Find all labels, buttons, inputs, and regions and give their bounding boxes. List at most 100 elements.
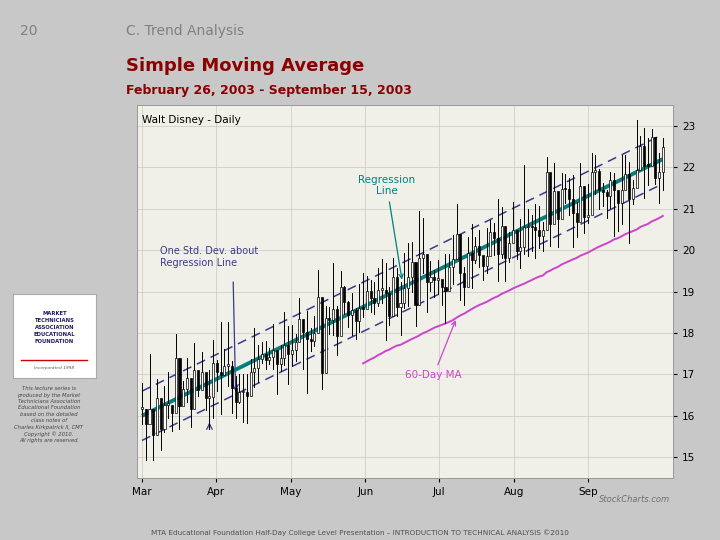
Text: 60-Day MA: 60-Day MA — [405, 321, 462, 380]
Bar — [354, 310, 356, 321]
Bar — [167, 403, 169, 404]
Bar — [631, 188, 634, 199]
Bar — [516, 230, 518, 251]
Bar — [426, 254, 428, 282]
Bar — [343, 287, 346, 301]
Bar — [583, 186, 585, 217]
Bar — [557, 191, 559, 219]
Bar — [602, 190, 604, 192]
Bar — [546, 172, 548, 229]
Bar — [340, 287, 341, 336]
Bar — [433, 276, 436, 280]
Bar — [429, 276, 431, 282]
Bar — [564, 187, 567, 190]
Bar — [392, 277, 394, 316]
Bar — [471, 253, 473, 260]
Bar — [523, 227, 525, 247]
Bar — [497, 238, 499, 254]
Bar — [336, 309, 338, 336]
Bar — [568, 190, 570, 199]
Bar — [160, 397, 162, 429]
Bar — [474, 246, 477, 260]
Bar — [216, 363, 218, 372]
Bar — [403, 288, 405, 303]
Bar — [531, 226, 533, 227]
Bar — [486, 256, 487, 266]
Bar — [294, 342, 297, 350]
Bar — [463, 273, 465, 287]
Bar — [512, 230, 514, 242]
Bar — [291, 350, 293, 354]
Bar — [261, 354, 263, 359]
Bar — [302, 319, 304, 332]
Bar — [317, 296, 319, 333]
Bar — [194, 370, 196, 409]
Bar — [269, 357, 271, 360]
Bar — [175, 357, 176, 413]
Bar — [227, 364, 229, 366]
Bar — [654, 137, 657, 178]
Bar — [351, 310, 353, 315]
Text: MTA Educational Foundation Half-Day College Level Presentation – INTRODUCTION TO: MTA Educational Foundation Half-Day Coll… — [151, 529, 569, 536]
Bar — [400, 303, 402, 307]
Bar — [212, 363, 215, 397]
Text: MARKET
TECHNICIANS
ASSOCIATION
EDUCATIONAL
FOUNDATION: MARKET TECHNICIANS ASSOCIATION EDUCATION… — [34, 311, 75, 344]
Bar — [478, 246, 480, 255]
Bar — [500, 226, 503, 254]
Bar — [598, 171, 600, 190]
Bar — [553, 191, 555, 224]
Bar — [467, 253, 469, 287]
Bar — [643, 146, 645, 166]
Bar — [422, 254, 424, 258]
Bar — [388, 293, 390, 316]
Bar — [189, 378, 192, 409]
Bar — [508, 242, 510, 258]
Bar — [201, 372, 203, 390]
Bar — [617, 190, 619, 203]
Bar — [369, 292, 372, 298]
Bar — [332, 309, 334, 320]
Bar — [328, 318, 330, 320]
Bar — [493, 232, 495, 238]
Bar — [587, 214, 589, 217]
Bar — [415, 262, 417, 306]
Bar — [204, 372, 207, 397]
Bar — [647, 164, 649, 166]
Bar — [418, 258, 420, 306]
Bar — [534, 227, 536, 230]
Bar — [279, 358, 282, 364]
Bar — [636, 170, 638, 188]
Bar — [575, 213, 577, 221]
Bar — [396, 277, 398, 307]
Bar — [373, 298, 375, 302]
Bar — [276, 350, 278, 364]
Text: Regression
Line: Regression Line — [359, 175, 415, 278]
Bar — [452, 259, 454, 267]
Bar — [272, 350, 274, 357]
Bar — [242, 390, 244, 392]
Bar — [441, 279, 443, 287]
Bar — [377, 289, 379, 302]
Bar — [163, 404, 166, 429]
Bar — [197, 370, 199, 390]
Text: One Std. Dev. about
Regression Line: One Std. Dev. about Regression Line — [161, 246, 258, 268]
Bar — [561, 189, 562, 219]
Bar — [549, 172, 552, 224]
Text: Incorporated 1998: Incorporated 1998 — [35, 366, 74, 370]
Bar — [639, 146, 642, 170]
Bar — [662, 147, 664, 172]
Text: Walt Disney - Daily: Walt Disney - Daily — [142, 114, 241, 125]
Bar — [208, 396, 210, 397]
Bar — [594, 171, 596, 172]
Bar — [580, 186, 581, 221]
Bar — [366, 292, 368, 309]
Text: StockCharts.com: StockCharts.com — [599, 495, 670, 504]
Bar — [621, 191, 623, 203]
Text: February 26, 2003 - September 15, 2003: February 26, 2003 - September 15, 2003 — [126, 84, 412, 97]
Bar — [613, 180, 615, 190]
Bar — [265, 354, 266, 360]
Bar — [609, 180, 611, 197]
Bar — [231, 366, 233, 388]
Bar — [448, 267, 450, 291]
Bar — [347, 301, 349, 315]
